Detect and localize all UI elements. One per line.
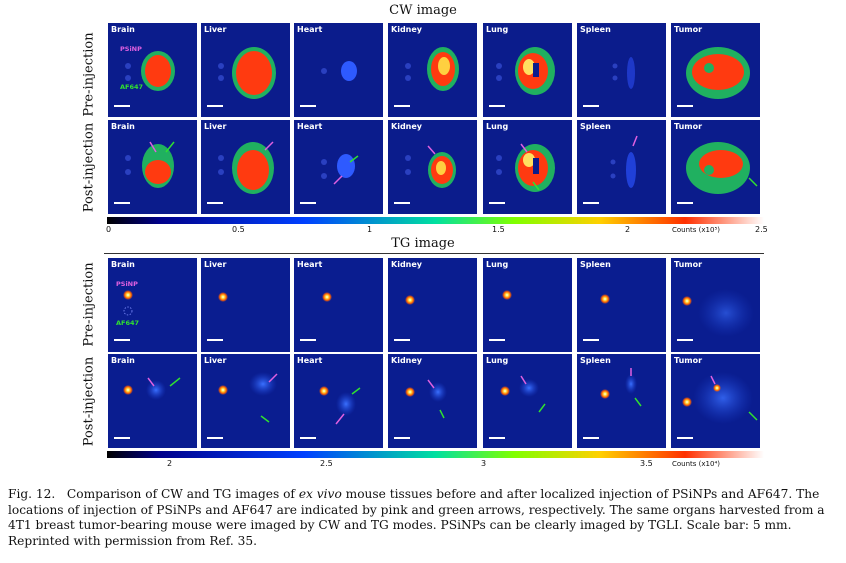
- cw-colorbar: [107, 217, 764, 224]
- organ-label: Lung: [486, 25, 509, 34]
- cw-post-tumor-panel: Tumor: [671, 120, 760, 214]
- organ-label: Brain: [111, 25, 135, 34]
- organ-label: Brain: [111, 356, 135, 365]
- organ-label: Heart: [297, 356, 323, 365]
- tg-pre-kidney-panel: Kidney: [388, 258, 477, 352]
- tg-pre-liver-panel: Liver: [201, 258, 290, 352]
- organ-label: Tumor: [674, 25, 703, 34]
- tg-post-kidney-panel: Kidney: [388, 354, 477, 448]
- organ-label: Heart: [297, 260, 323, 269]
- organ-label: Tumor: [674, 260, 703, 269]
- tg-row-label-post: Post-injection: [81, 356, 97, 447]
- tg-unit: Counts (x10⁴): [672, 460, 720, 468]
- organ-label: Heart: [297, 122, 323, 131]
- cw-unit: Counts (x10⁵): [672, 226, 720, 234]
- tg-post-spleen-panel: Spleen: [577, 354, 666, 448]
- tg-post-liver-panel: Liver: [201, 354, 290, 448]
- organ-label: Spleen: [580, 260, 611, 269]
- organ-label: Kidney: [391, 25, 423, 34]
- organ-label: Brain: [111, 122, 135, 131]
- organ-label: Tumor: [674, 356, 703, 365]
- tg-tick: 2.5: [320, 459, 333, 468]
- cw-tick: 1.5: [492, 225, 505, 234]
- cw-tick: 2.5: [755, 225, 768, 234]
- caption-italic: ex vivo: [298, 487, 342, 501]
- cw-row-label-post: Post-injection: [81, 122, 97, 213]
- organ-label: Liver: [204, 356, 227, 365]
- cw-post-lung-panel: Lung: [483, 120, 572, 214]
- cw-pre-brain-panel: Brain PSiNP AF647: [108, 23, 197, 117]
- psinp-arrow: [149, 141, 157, 153]
- cw-pre-kidney-panel: Kidney: [388, 23, 477, 117]
- af647-arrow: [165, 141, 175, 153]
- cw-post-brain-panel: Brain: [108, 120, 197, 214]
- organ-label: Lung: [486, 356, 509, 365]
- tg-pre-spleen-panel: Spleen: [577, 258, 666, 352]
- cw-post-heart-panel: Heart: [294, 120, 383, 214]
- psinp-tag: PSiNP: [116, 280, 138, 288]
- cw-tick: 0.5: [232, 225, 245, 234]
- figure-caption: Fig. 12. Comparison of CW and TG images …: [8, 487, 838, 549]
- cw-tick: 0: [106, 225, 112, 234]
- tg-section-title: TG image: [391, 236, 455, 251]
- tg-tick: 3: [481, 459, 487, 468]
- organ-label: Brain: [111, 260, 135, 269]
- organ-label: Spleen: [580, 25, 611, 34]
- cw-pre-lung-panel: Lung: [483, 23, 572, 117]
- cw-pre-heart-panel: Heart: [294, 23, 383, 117]
- organ-label: Spleen: [580, 356, 611, 365]
- cw-tick: 1: [367, 225, 373, 234]
- tg-pre-heart-panel: Heart: [294, 258, 383, 352]
- organ-label: Kidney: [391, 122, 423, 131]
- tg-colorbar: [107, 451, 764, 458]
- caption-text-2: mouse tissues before and after localized…: [8, 487, 825, 548]
- cw-post-spleen-panel: Spleen: [577, 120, 666, 214]
- tg-post-brain-panel: Brain: [108, 354, 197, 448]
- tg-pre-brain-panel: Brain PSiNP AF647: [108, 258, 197, 352]
- organ-label: Lung: [486, 260, 509, 269]
- tg-post-tumor-panel: Tumor: [671, 354, 760, 448]
- cw-section-title: CW image: [389, 3, 457, 18]
- tg-row-label-pre: Pre-injection: [81, 262, 97, 347]
- cw-row-label-pre: Pre-injection: [81, 32, 97, 117]
- tg-post-lung-panel: Lung: [483, 354, 572, 448]
- af647-tag: AF647: [120, 83, 144, 91]
- tg-pre-tumor-panel: Tumor: [671, 258, 760, 352]
- tg-tick: 2: [167, 459, 173, 468]
- organ-label: Liver: [204, 25, 227, 34]
- figure-number: Fig. 12.: [8, 487, 56, 501]
- organ-label: Heart: [297, 25, 323, 34]
- organ-label: Kidney: [391, 260, 423, 269]
- cw-post-kidney-panel: Kidney: [388, 120, 477, 214]
- cw-post-liver-panel: Liver: [201, 120, 290, 214]
- caption-text-1: Comparison of CW and TG images of: [66, 487, 299, 501]
- tg-tick: 3.5: [640, 459, 653, 468]
- cw-pre-spleen-panel: Spleen: [577, 23, 666, 117]
- organ-label: Liver: [204, 122, 227, 131]
- tg-post-heart-panel: Heart: [294, 354, 383, 448]
- cw-pre-liver-panel: Liver: [201, 23, 290, 117]
- psinp-tag: PSiNP: [120, 45, 142, 53]
- organ-label: Kidney: [391, 356, 423, 365]
- organ-label: Tumor: [674, 122, 703, 131]
- organ-label: Liver: [204, 260, 227, 269]
- cw-pre-tumor-panel: Tumor: [671, 23, 760, 117]
- organ-label: Lung: [486, 122, 509, 131]
- tg-pre-lung-panel: Lung: [483, 258, 572, 352]
- af647-tag: AF647: [116, 319, 140, 327]
- organ-label: Spleen: [580, 122, 611, 131]
- tg-divider: [104, 253, 764, 254]
- cw-tick: 2: [625, 225, 631, 234]
